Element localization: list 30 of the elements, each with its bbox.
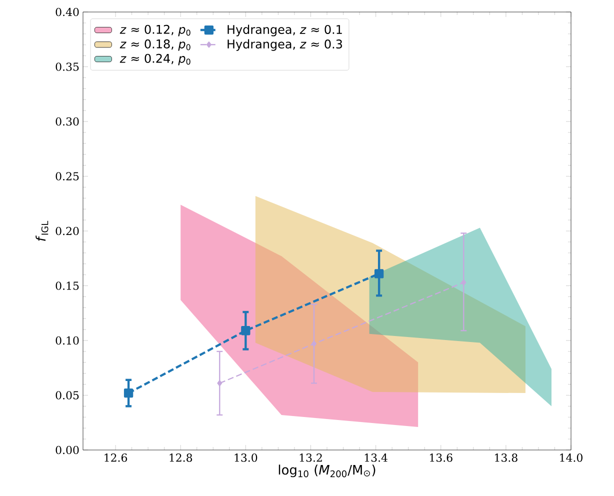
y-tick-label: 0.00 — [56, 446, 79, 454]
legend-label: z ≈ 0.12, p$_{0}$ — [120, 24, 190, 36]
legend-label: z ≈ 0.24, p$_{0}$ — [120, 54, 190, 66]
point — [461, 279, 466, 286]
legend-label: Hydrangea, z ≈ 0.1 — [228, 24, 342, 36]
x-tick-label: 13.0 — [234, 454, 258, 462]
x-tick-label: 12.6 — [104, 454, 128, 462]
point — [374, 269, 384, 278]
x-tick-label: 13.8 — [495, 454, 518, 462]
point — [124, 388, 134, 398]
point — [241, 326, 250, 336]
y-tick-label: 0.30 — [56, 117, 79, 126]
y-tick-label: 0.20 — [56, 226, 79, 236]
x-tick-label: 12.8 — [170, 454, 192, 462]
point — [312, 340, 316, 347]
y-tick-label: 0.05 — [56, 391, 79, 400]
x-axis-title: log$_{10}$ (M$_{200}$/M$_{⊙}$) — [278, 464, 376, 478]
y-tick-label: 0.35 — [56, 62, 79, 71]
legend-label: z ≈ 0.18, p$_{0}$ — [120, 39, 190, 51]
y-tick-label: 0.25 — [56, 172, 79, 180]
y-tick-label: 0.10 — [56, 336, 79, 345]
x-tick-label: 13.2 — [300, 454, 322, 462]
x-tick-label: 13.6 — [430, 454, 452, 462]
x-tick-label: 13.4 — [364, 454, 388, 462]
x-tick-label: 14.0 — [560, 454, 582, 462]
point — [217, 380, 222, 386]
y-tick-label: 0.15 — [56, 282, 79, 290]
legend-label: Hydrangea, z ≈ 0.3 — [228, 39, 342, 51]
y-tick-label: 0.40 — [56, 8, 79, 16]
y-axis-title: f$_{IGL}$ — [36, 220, 48, 241]
